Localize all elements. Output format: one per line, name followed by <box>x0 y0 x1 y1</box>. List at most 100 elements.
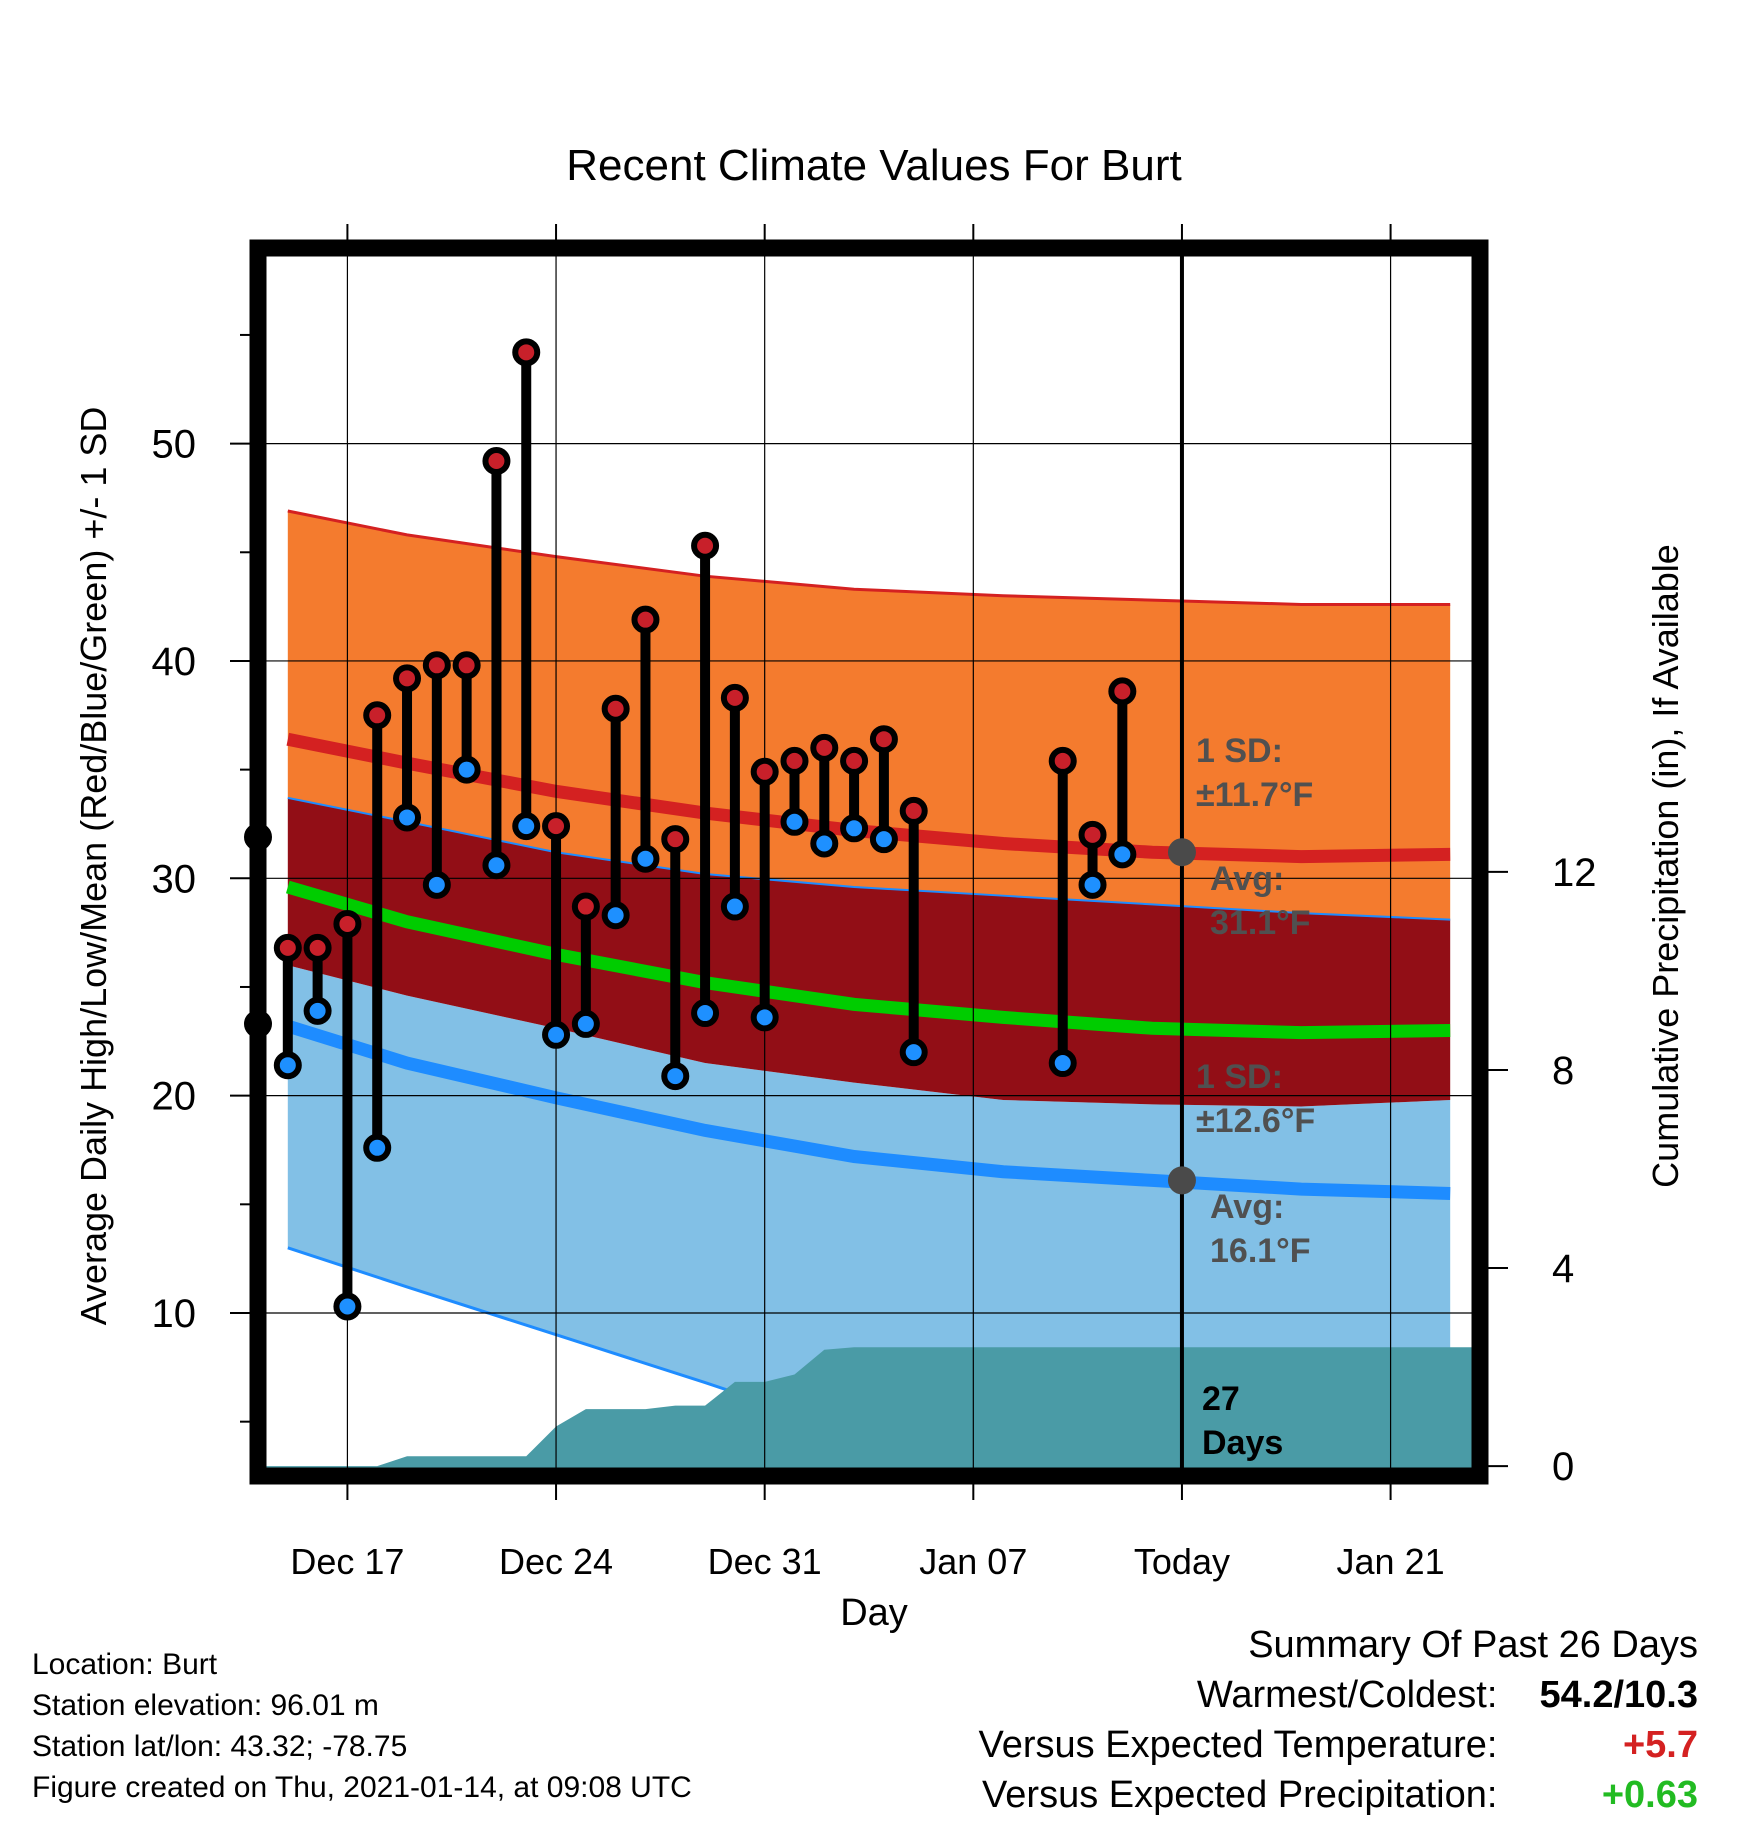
high-sd-label: 1 SD: <box>1196 732 1283 770</box>
x-axis-label: Day <box>840 1592 908 1634</box>
high-point <box>452 651 481 680</box>
precip-value: +0.63 <box>1601 1774 1698 1816</box>
low-point <box>303 996 332 1025</box>
plot-area <box>258 509 1480 1476</box>
high-point <box>661 825 690 854</box>
chart-title: Recent Climate Values For Burt <box>566 141 1181 190</box>
high-point <box>691 531 720 560</box>
high-point <box>273 933 302 962</box>
warmest-value: 54.2/10.3 <box>1539 1674 1698 1716</box>
y2-axis-label: Cumulative Precipitation (in), If Availa… <box>1645 544 1686 1188</box>
high-point <box>631 605 660 634</box>
low-point <box>333 1292 362 1321</box>
x-tick-label: Dec 24 <box>499 1541 613 1582</box>
high-point <box>542 812 571 841</box>
precip-area <box>258 1347 1480 1476</box>
low-point <box>1078 870 1107 899</box>
high-sd-band <box>287 510 1451 920</box>
annotations: 1 SD: ±11.7°F Avg: 31.1°F 1 SD: ±12.6°F Avg: 16… <box>1196 732 1315 1462</box>
low-point <box>899 1038 928 1067</box>
high-point <box>750 757 779 786</box>
y-tick-label: 20 <box>152 1075 197 1119</box>
high-point <box>333 909 362 938</box>
today-high-avg-marker <box>1167 838 1196 867</box>
low-point <box>691 999 720 1028</box>
mean-avg-line <box>285 880 1451 1040</box>
high-point <box>1108 677 1137 706</box>
y2-tick-label: 12 <box>1552 851 1597 895</box>
low-point <box>810 829 839 858</box>
summary-heading: Summary Of Past 26 Days <box>1248 1624 1698 1666</box>
low-point <box>542 1020 571 1049</box>
high-point <box>601 694 630 723</box>
axes: Dec 17 Dec 24 Dec 31 Jan 07 Today Jan 21 10 20 3… <box>152 224 1597 1582</box>
days-word: Days <box>1202 1424 1283 1462</box>
y-tick-label: 50 <box>152 423 197 467</box>
high-point <box>512 338 541 367</box>
created-text: Figure created on Thu, 2021-01-14, at 09… <box>32 1771 692 1804</box>
low-point <box>750 1003 779 1032</box>
high-avg-value: 31.1°F <box>1210 904 1311 942</box>
station-info: Location: Burt Station elevation: 96.01 … <box>32 1644 692 1808</box>
low-point <box>482 851 511 880</box>
high-point <box>482 446 511 475</box>
high-point <box>720 683 749 712</box>
high-point <box>393 664 422 693</box>
low-point <box>422 870 451 899</box>
elevation-text: Station elevation: 96.01 m <box>32 1689 379 1722</box>
x-tick-label: Jan 07 <box>919 1541 1027 1582</box>
summary-precip-row: Versus Expected Precipitation: +0.63 <box>979 1770 1698 1820</box>
low-point <box>1108 840 1137 869</box>
low-avg-value: 16.1°F <box>1210 1232 1311 1270</box>
data-marks <box>244 248 1196 1476</box>
today-low-avg-marker <box>1167 1166 1196 1195</box>
summary-warmest-row: Warmest/Coldest: 54.2/10.3 <box>979 1670 1698 1720</box>
low-point <box>661 1062 690 1091</box>
low-point <box>512 812 541 841</box>
days-count: 27 <box>1202 1380 1240 1418</box>
low-avg-label: Avg: <box>1210 1188 1284 1226</box>
high-avg-label: Avg: <box>1210 860 1284 898</box>
low-point <box>393 803 422 832</box>
high-point <box>303 933 332 962</box>
low-point <box>601 901 630 930</box>
low-point <box>452 755 481 784</box>
low-point <box>363 1133 392 1162</box>
precip-label: Versus Expected Precipitation: <box>982 1774 1498 1816</box>
low-avg-line <box>285 1019 1451 1200</box>
high-point <box>571 892 600 921</box>
x-tick-label: Jan 21 <box>1337 1541 1445 1582</box>
y-tick-label: 40 <box>152 640 197 684</box>
x-tick-label: Dec 31 <box>708 1541 822 1582</box>
high-point <box>810 733 839 762</box>
high-point <box>899 796 928 825</box>
y-axis-label: Average Daily High/Low/Mean (Red/Blue/Gr… <box>73 407 114 1326</box>
summary-panel: Summary Of Past 26 Days Warmest/Coldest:… <box>979 1620 1698 1820</box>
high-point <box>422 651 451 680</box>
high-point <box>363 701 392 730</box>
y-tick-label: 30 <box>152 857 197 901</box>
high-point <box>1048 746 1077 775</box>
high-point <box>1078 820 1107 849</box>
high-point <box>869 725 898 754</box>
low-point <box>840 814 869 843</box>
low-sd-value: ±12.6°F <box>1196 1102 1315 1140</box>
temp-value: +5.7 <box>1622 1724 1698 1766</box>
high-point <box>840 746 869 775</box>
x-tick-label: Today <box>1134 1541 1230 1582</box>
location-text: Location: Burt <box>32 1648 218 1681</box>
summary-temp-row: Versus Expected Temperature: +5.7 <box>979 1720 1698 1770</box>
high-sd-value: ±11.7°F <box>1196 776 1313 814</box>
low-point <box>720 892 749 921</box>
low-sd-label: 1 SD: <box>1196 1058 1283 1096</box>
low-point <box>571 1009 600 1038</box>
y2-tick-label: 0 <box>1552 1445 1574 1489</box>
plot-frame <box>249 239 1489 1485</box>
y-tick-label: 10 <box>152 1292 197 1336</box>
y2-tick-label: 8 <box>1552 1049 1574 1093</box>
x-tick-label: Dec 17 <box>290 1541 404 1582</box>
mean-upper-edge <box>287 796 1451 921</box>
low-point <box>273 1051 302 1080</box>
low-point <box>1048 1049 1077 1078</box>
